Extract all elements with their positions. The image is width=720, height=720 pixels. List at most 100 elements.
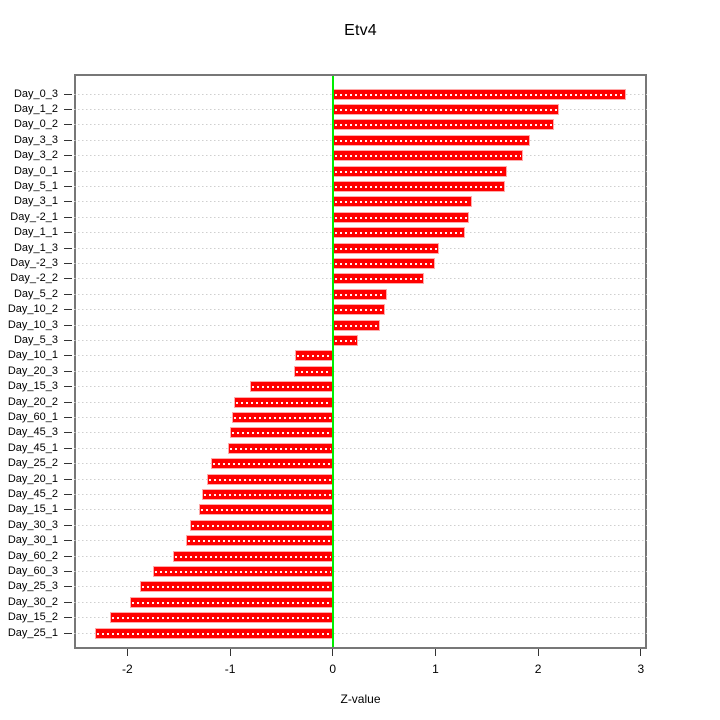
y-axis-label: Day_10_3 xyxy=(7,318,58,331)
y-axis-tick xyxy=(64,493,72,495)
bar xyxy=(228,442,333,454)
bar xyxy=(332,334,359,346)
y-axis-label: Day_45_1 xyxy=(7,441,58,454)
bar-pattern xyxy=(334,170,506,173)
y-axis-tick xyxy=(64,509,72,511)
x-axis-tick xyxy=(434,649,436,656)
bar-pattern xyxy=(334,185,504,188)
bar xyxy=(232,411,333,423)
y-axis-label: Day_45_3 xyxy=(7,426,58,439)
gridline xyxy=(74,432,647,434)
plot-inner xyxy=(74,74,647,649)
y-axis-label: Day_30_2 xyxy=(7,595,58,608)
y-axis-label: Day_-2_2 xyxy=(10,272,58,285)
x-axis-tick xyxy=(126,649,128,656)
y-axis-tick xyxy=(64,216,72,218)
bar-pattern xyxy=(334,232,464,235)
y-axis-tick xyxy=(64,370,72,372)
bar xyxy=(332,88,627,100)
y-axis-tick xyxy=(64,401,72,403)
y-axis-label: Day_10_1 xyxy=(7,349,58,362)
bar-pattern xyxy=(334,216,468,219)
zero-line xyxy=(331,76,334,647)
gridline xyxy=(74,617,647,619)
gridline xyxy=(74,570,647,572)
y-axis-tick xyxy=(64,93,72,95)
y-axis-label: Day_20_2 xyxy=(7,395,58,408)
gridline xyxy=(74,478,647,480)
bar xyxy=(234,396,333,408)
x-axis-tick-label: 1 xyxy=(432,662,439,676)
bar-pattern xyxy=(204,493,331,496)
gridline xyxy=(74,355,647,357)
bar-pattern xyxy=(155,570,331,573)
y-axis-tick xyxy=(64,632,72,634)
gridline xyxy=(74,555,647,557)
y-axis-label: Day_25_1 xyxy=(7,626,58,639)
bar xyxy=(190,519,333,531)
y-axis-label: Day_60_1 xyxy=(7,410,58,423)
bar xyxy=(109,612,333,624)
gridline xyxy=(74,493,647,495)
bar xyxy=(293,365,333,377)
y-axis-tick xyxy=(64,617,72,619)
y-axis-label: Day_5_1 xyxy=(13,179,58,192)
bar xyxy=(94,627,333,639)
x-axis-tick-label: 2 xyxy=(534,662,542,676)
x-axis-tick xyxy=(332,649,334,656)
bar-pattern xyxy=(230,447,331,450)
bar xyxy=(332,119,554,131)
y-axis-tick xyxy=(64,139,72,141)
gridline xyxy=(74,540,647,542)
bar xyxy=(332,165,508,177)
y-axis-tick xyxy=(64,601,72,603)
bar-pattern xyxy=(192,524,331,527)
bar xyxy=(332,103,559,115)
y-axis-label: Day_5_3 xyxy=(13,333,58,346)
bar-pattern xyxy=(334,201,471,204)
gridline xyxy=(74,401,647,403)
gridline xyxy=(74,601,647,603)
gridline xyxy=(74,339,647,341)
bar-pattern xyxy=(334,139,528,142)
bar-pattern xyxy=(201,509,331,512)
bar xyxy=(332,134,530,146)
bar xyxy=(139,581,333,593)
y-axis-label: Day_15_2 xyxy=(7,611,58,624)
x-axis-tick xyxy=(229,649,231,656)
bar xyxy=(199,504,333,516)
bar-pattern xyxy=(111,617,331,620)
bar xyxy=(332,304,386,316)
bar-pattern xyxy=(334,339,357,342)
bar xyxy=(207,473,333,485)
bar-pattern xyxy=(141,586,331,589)
y-axis-label: Day_20_1 xyxy=(7,472,58,485)
bar-pattern xyxy=(187,540,331,543)
y-axis-tick xyxy=(64,586,72,588)
chart-title: Etv4 xyxy=(344,22,377,39)
y-axis-label: Day_10_2 xyxy=(7,303,58,316)
y-axis-label: Day_-2_3 xyxy=(10,256,58,269)
bar-pattern xyxy=(209,478,331,481)
gridline xyxy=(74,524,647,526)
bar xyxy=(294,350,333,362)
x-axis-tick-label: 3 xyxy=(637,662,645,676)
y-axis-tick xyxy=(64,108,72,110)
bar xyxy=(332,242,439,254)
y-axis-label: Day_25_3 xyxy=(7,580,58,593)
bar xyxy=(249,381,333,393)
bar xyxy=(210,458,333,470)
y-axis-tick xyxy=(64,247,72,249)
y-axis-label: Day_0_2 xyxy=(13,118,58,131)
y-axis-tick xyxy=(64,355,72,357)
y-axis-label: Day_30_1 xyxy=(7,534,58,547)
y-axis-label: Day_45_2 xyxy=(7,487,58,500)
y-axis-tick xyxy=(64,293,72,295)
y-axis-tick xyxy=(64,386,72,388)
y-axis-tick xyxy=(64,339,72,341)
y-axis-tick xyxy=(64,170,72,172)
bar xyxy=(185,535,333,547)
bar xyxy=(332,319,380,331)
bar-pattern xyxy=(174,555,331,558)
